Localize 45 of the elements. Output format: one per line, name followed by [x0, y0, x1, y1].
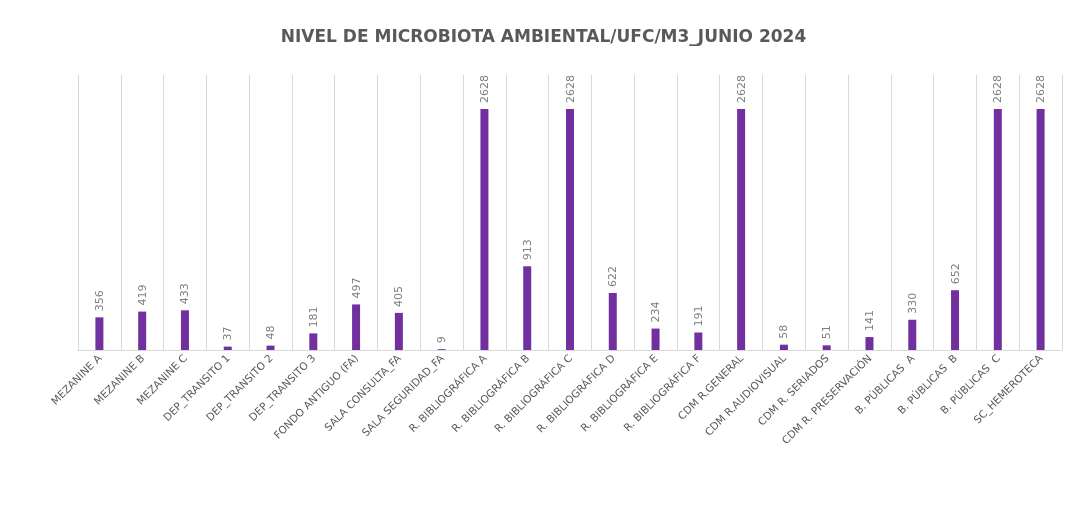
bar — [908, 319, 917, 350]
data-label: 2628 — [477, 75, 491, 104]
bar — [993, 109, 1002, 350]
bar — [865, 337, 874, 350]
chart-title: NIVEL DE MICROBIOTA AMBIENTAL/UFC/M3_JUNIO 2024 — [280, 25, 807, 46]
bar — [95, 317, 104, 350]
bar — [694, 332, 703, 350]
bar — [309, 333, 318, 350]
data-label: 141 — [862, 310, 876, 332]
data-label: 51 — [820, 325, 834, 340]
bar — [394, 312, 403, 350]
data-label: 181 — [306, 306, 320, 328]
bar — [737, 109, 746, 350]
data-label: 2628 — [734, 75, 748, 104]
data-label: 652 — [948, 263, 962, 285]
bar — [779, 344, 788, 350]
data-label: 9 — [435, 336, 449, 344]
bar — [480, 109, 489, 350]
data-label: 433 — [178, 283, 192, 305]
data-label: 497 — [349, 277, 363, 299]
data-label: 913 — [520, 239, 534, 261]
bar — [566, 109, 574, 350]
data-label: 58 — [777, 324, 791, 339]
data-label: 234 — [649, 301, 663, 323]
data-label: 48 — [264, 325, 278, 340]
bar — [822, 345, 831, 350]
data-label: 2628 — [991, 75, 1005, 104]
data-label: 356 — [92, 290, 106, 312]
data-label: 405 — [392, 285, 406, 307]
data-label: 622 — [606, 265, 620, 287]
bar — [608, 292, 617, 350]
data-label: 330 — [905, 292, 919, 314]
bar — [138, 311, 147, 350]
bar — [180, 310, 189, 350]
bar — [266, 345, 275, 350]
bar — [651, 328, 660, 350]
data-label: 2628 — [1034, 75, 1048, 104]
bar — [1036, 109, 1045, 350]
bar — [523, 266, 532, 350]
bar — [951, 290, 960, 350]
data-label: 191 — [691, 305, 705, 327]
data-label: 2628 — [563, 75, 577, 104]
data-label: 37 — [221, 326, 235, 341]
data-label: 419 — [135, 284, 149, 306]
bar — [352, 304, 361, 350]
